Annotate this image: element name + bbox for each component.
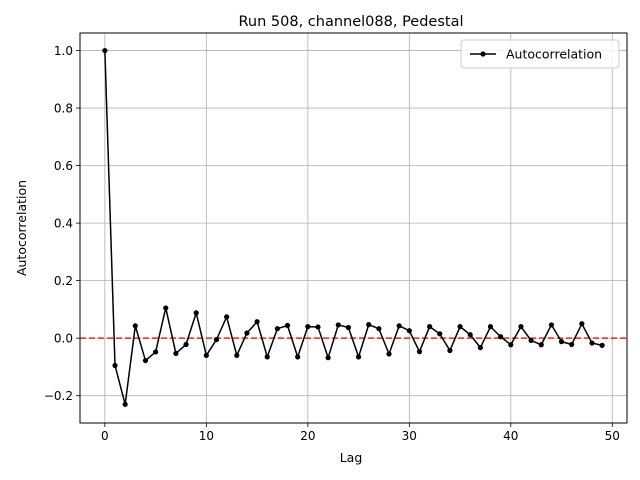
data-point — [284, 322, 291, 329]
y-tick-label: 0.4 — [54, 217, 73, 231]
y-tick-label: 0.8 — [54, 102, 73, 116]
y-tick-label: 0.6 — [54, 159, 73, 173]
x-axis-label: Lag — [340, 450, 363, 465]
data-point — [173, 350, 179, 356]
data-point — [315, 324, 321, 330]
data-point — [528, 337, 534, 344]
data-point — [193, 310, 199, 316]
data-point — [447, 347, 453, 354]
x-axis-ticks: 0 10 20 30 40 50 — [101, 423, 620, 443]
data-point — [102, 47, 108, 54]
data-point — [518, 324, 524, 330]
data-point — [132, 323, 138, 329]
y-axis-ticks: −0.2 0.0 0.2 0.4 0.6 0.8 1.0 — [44, 44, 80, 403]
legend-label-autocorrelation: Autocorrelation — [506, 47, 602, 62]
data-point — [487, 324, 494, 330]
data-point — [295, 354, 301, 360]
data-point — [254, 319, 260, 325]
data-point — [427, 324, 433, 330]
data-point — [467, 332, 473, 338]
data-point — [153, 349, 159, 355]
data-point — [569, 341, 575, 348]
data-point — [264, 354, 270, 360]
data-point — [234, 352, 240, 359]
data-point — [416, 349, 423, 355]
data-point — [457, 324, 463, 330]
grid-lines — [80, 33, 627, 423]
series-line — [104, 50, 603, 406]
data-point — [508, 342, 514, 348]
y-tick-label: −0.2 — [44, 389, 73, 403]
data-point — [548, 322, 554, 328]
data-point — [355, 354, 362, 360]
x-tick-label: 10 — [199, 429, 214, 443]
y-tick-label: 0.0 — [54, 332, 73, 346]
y-axis-label: Autocorrelation — [14, 180, 29, 276]
legend-marker-sample — [480, 51, 486, 57]
x-tick-label: 0 — [101, 429, 109, 443]
data-point — [599, 342, 605, 348]
data-point — [122, 401, 128, 407]
data-point — [203, 352, 209, 359]
data-point — [224, 314, 230, 320]
x-tick-label: 50 — [605, 429, 620, 443]
y-tick-label: 1.0 — [54, 44, 73, 58]
data-point — [345, 324, 352, 331]
data-point — [305, 324, 311, 330]
y-tick-label: 0.2 — [54, 274, 73, 288]
x-tick-label: 20 — [300, 429, 315, 443]
data-point — [589, 340, 595, 346]
data-point — [437, 331, 443, 337]
data-point — [163, 305, 169, 311]
plot-area-frame — [79, 32, 628, 424]
series-autocorrelation — [102, 47, 605, 407]
data-point — [183, 341, 189, 348]
data-point — [112, 362, 118, 369]
data-point — [396, 323, 402, 329]
data-point — [579, 321, 585, 327]
data-point — [244, 330, 250, 336]
x-tick-label: 30 — [402, 429, 417, 443]
legend: Autocorrelation — [460, 39, 620, 69]
data-point — [366, 322, 372, 328]
data-point — [406, 328, 412, 334]
x-tick-label: 40 — [503, 429, 518, 443]
legend-box — [460, 39, 620, 69]
data-point — [538, 342, 544, 348]
data-point — [325, 355, 331, 361]
data-point — [142, 357, 149, 364]
data-point — [274, 326, 280, 332]
data-point — [558, 339, 565, 345]
data-point — [477, 345, 483, 351]
data-point — [376, 326, 382, 332]
chart-title: Run 508, channel088, Pedestal — [238, 14, 463, 30]
data-point — [386, 351, 392, 357]
data-point — [213, 336, 220, 343]
data-point — [335, 322, 341, 328]
data-point — [498, 334, 504, 340]
